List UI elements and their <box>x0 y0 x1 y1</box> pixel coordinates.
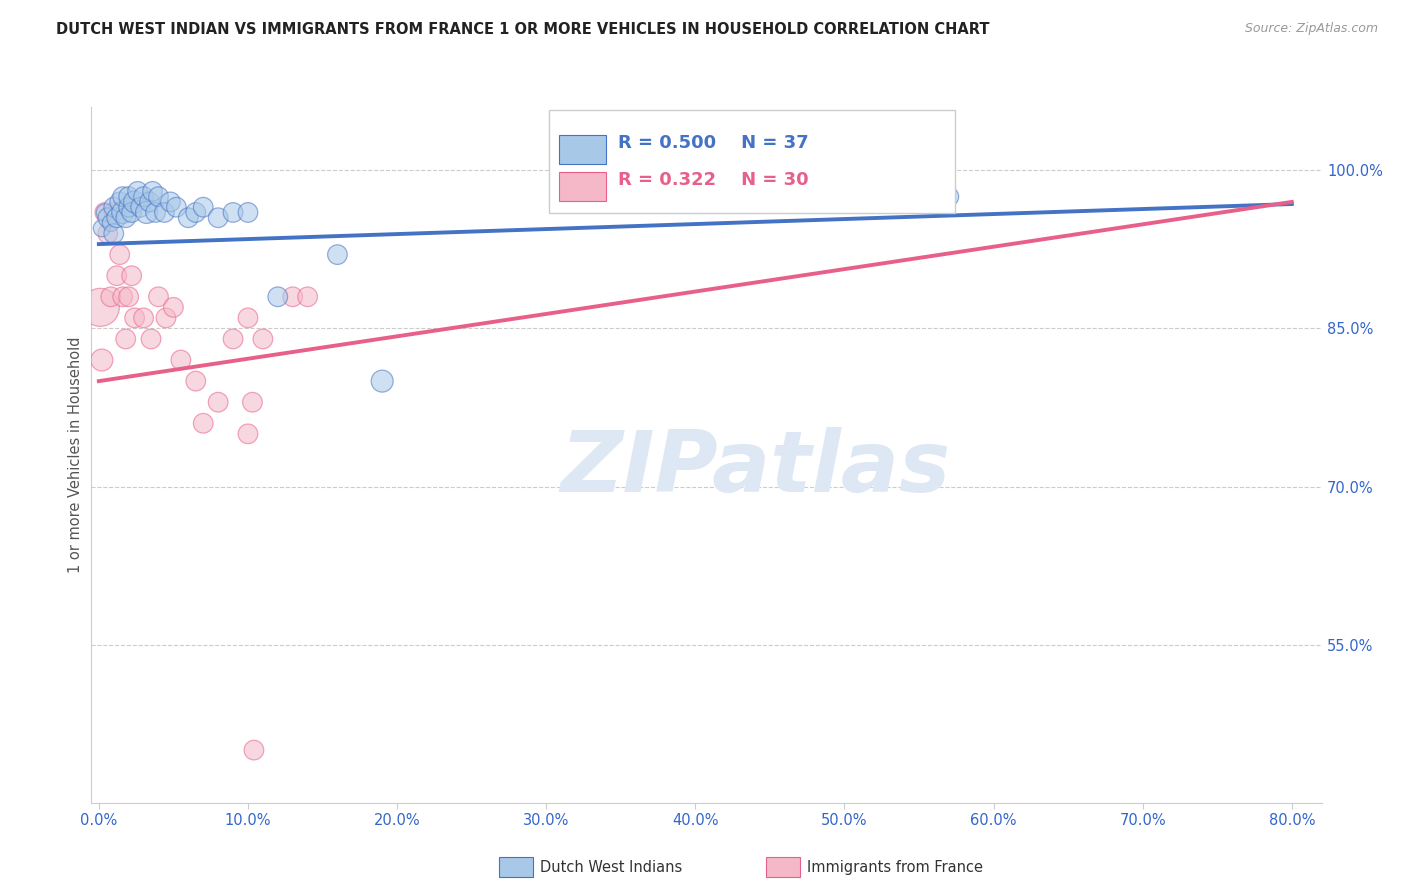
Point <box>118 189 141 203</box>
Point <box>100 216 122 230</box>
Point <box>135 205 157 219</box>
Point <box>111 189 134 203</box>
Point <box>111 205 134 219</box>
Point <box>193 417 215 431</box>
Point <box>89 301 111 315</box>
Point <box>222 332 245 346</box>
Point <box>165 200 187 214</box>
Point <box>90 353 112 368</box>
Point <box>139 332 162 346</box>
Point <box>129 200 152 214</box>
Point <box>103 205 125 219</box>
Point <box>938 189 960 203</box>
Point <box>132 189 155 203</box>
Point <box>281 290 304 304</box>
Point <box>105 268 128 283</box>
Point <box>184 205 207 219</box>
Point <box>922 189 945 203</box>
FancyBboxPatch shape <box>558 172 606 201</box>
Point <box>118 290 141 304</box>
Point <box>207 395 229 409</box>
Point <box>184 374 207 388</box>
Point <box>100 290 122 304</box>
Point <box>159 194 181 209</box>
Point <box>236 205 259 219</box>
Point <box>114 332 136 346</box>
Point <box>145 205 167 219</box>
Point <box>177 211 200 225</box>
Point <box>297 290 319 304</box>
Text: R = 0.322    N = 30: R = 0.322 N = 30 <box>617 171 808 189</box>
Point <box>105 211 128 225</box>
Text: DUTCH WEST INDIAN VS IMMIGRANTS FROM FRANCE 1 OR MORE VEHICLES IN HOUSEHOLD CORR: DUTCH WEST INDIAN VS IMMIGRANTS FROM FRA… <box>56 22 990 37</box>
Point <box>193 200 215 214</box>
Point <box>162 301 184 315</box>
Point <box>141 185 163 199</box>
Point <box>111 290 134 304</box>
Point <box>97 227 120 241</box>
Point <box>326 247 349 261</box>
FancyBboxPatch shape <box>548 110 955 213</box>
Point <box>371 374 394 388</box>
Point <box>170 353 193 368</box>
Point <box>94 205 117 219</box>
Point <box>138 194 160 209</box>
Point <box>155 310 177 325</box>
Point <box>252 332 274 346</box>
Point <box>103 227 125 241</box>
Point <box>121 268 143 283</box>
Text: Dutch West Indians: Dutch West Indians <box>540 860 682 874</box>
Point <box>148 290 170 304</box>
Point <box>124 194 146 209</box>
Point <box>103 200 125 214</box>
Point <box>127 185 149 199</box>
Point <box>124 310 146 325</box>
Point <box>207 211 229 225</box>
Point <box>148 189 170 203</box>
Point <box>97 211 120 225</box>
Point <box>243 743 266 757</box>
Text: Immigrants from France: Immigrants from France <box>807 860 983 874</box>
Point <box>90 221 112 235</box>
Point <box>108 247 131 261</box>
Point <box>94 205 117 219</box>
Point <box>114 211 136 225</box>
Point <box>121 205 143 219</box>
Text: Source: ZipAtlas.com: Source: ZipAtlas.com <box>1244 22 1378 36</box>
Point <box>118 200 141 214</box>
Point <box>236 310 259 325</box>
Point <box>242 395 264 409</box>
Text: ZIPatlas: ZIPatlas <box>561 427 950 510</box>
Point <box>236 426 259 441</box>
Point <box>153 205 176 219</box>
Point <box>108 194 131 209</box>
FancyBboxPatch shape <box>558 135 606 164</box>
Point <box>222 205 245 219</box>
Point <box>132 310 155 325</box>
Y-axis label: 1 or more Vehicles in Household: 1 or more Vehicles in Household <box>67 336 83 574</box>
Point <box>267 290 290 304</box>
Text: R = 0.500    N = 37: R = 0.500 N = 37 <box>617 134 808 153</box>
